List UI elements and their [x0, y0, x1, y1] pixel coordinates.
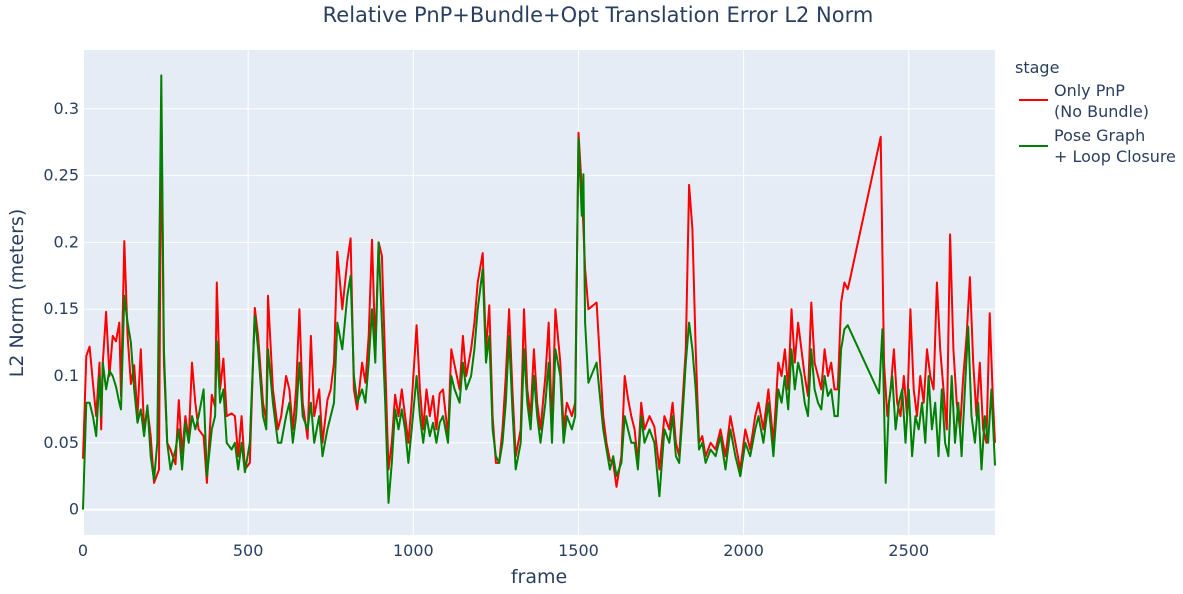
legend-label-pose-graph-line2[interactable]: + Loop Closure	[1054, 147, 1176, 166]
x-tick-label: 2500	[888, 541, 929, 560]
y-tick-label: 0.05	[43, 433, 79, 452]
legend-label-only-pnp-line2[interactable]: (No Bundle)	[1054, 102, 1149, 121]
y-axis-label: L2 Norm (meters)	[6, 209, 28, 377]
y-tick-label: 0.1	[54, 366, 79, 385]
x-tick-label: 1500	[558, 541, 599, 560]
y-tick-label: 0	[69, 500, 79, 519]
y-tick-label: 0.2	[54, 232, 79, 251]
y-ticks: 0 0.05 0.1 0.15 0.2 0.25 0.3	[43, 99, 79, 519]
chart-title: Relative PnP+Bundle+Opt Translation Erro…	[323, 3, 874, 27]
y-tick-label: 0.15	[43, 299, 79, 318]
legend-label-only-pnp-line1[interactable]: Only PnP	[1054, 81, 1125, 100]
legend-title: stage	[1015, 58, 1059, 77]
x-tick-label: 0	[78, 541, 88, 560]
x-axis-label: frame	[511, 566, 567, 588]
plot-background	[83, 50, 995, 535]
x-tick-label: 1000	[393, 541, 434, 560]
legend: stage Only PnP (No Bundle) Pose Graph + …	[1015, 58, 1176, 166]
legend-label-pose-graph-line1[interactable]: Pose Graph	[1054, 126, 1145, 145]
x-ticks: 0 500 1000 1500 2000 2500	[78, 541, 929, 560]
y-tick-label: 0.25	[43, 166, 79, 185]
x-tick-label: 2000	[723, 541, 764, 560]
y-tick-label: 0.3	[54, 99, 79, 118]
series-lines	[82, 74, 996, 510]
grid	[82, 50, 995, 535]
series-line-pose-graph[interactable]	[82, 74, 996, 510]
x-tick-label: 500	[233, 541, 264, 560]
